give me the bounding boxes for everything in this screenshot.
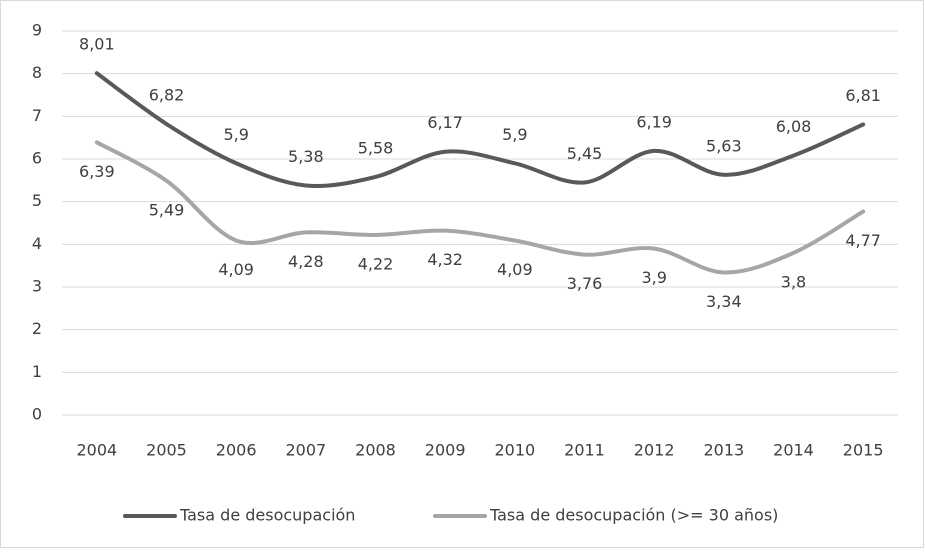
data-label: 3,9 — [641, 268, 666, 287]
y-tick-label: 4 — [32, 234, 42, 253]
data-label: 5,45 — [567, 144, 603, 163]
y-tick-label: 0 — [32, 405, 42, 424]
x-tick-label: 2008 — [355, 441, 396, 460]
data-label: 4,09 — [218, 260, 254, 279]
x-tick-label: 2012 — [634, 441, 675, 460]
y-tick-label: 5 — [32, 191, 42, 210]
data-label: 5,58 — [358, 138, 394, 157]
line — [94, 71, 866, 188]
x-tick-label: 2013 — [703, 441, 744, 460]
data-label: 6,17 — [427, 113, 463, 132]
data-label: 4,28 — [288, 252, 324, 271]
x-tick-label: 2014 — [773, 441, 814, 460]
data-label: 5,9 — [223, 125, 248, 144]
legend-label: Tasa de desocupación — [179, 506, 355, 525]
x-tick-label: 2010 — [494, 441, 535, 460]
data-label: 3,76 — [567, 274, 603, 293]
data-label: 6,81 — [845, 86, 881, 105]
x-tick-label: 2015 — [843, 441, 884, 460]
data-label: 3,8 — [781, 272, 806, 291]
x-tick-label: 2004 — [76, 441, 117, 460]
data-label: 6,08 — [776, 117, 812, 136]
y-tick-label: 8 — [32, 63, 42, 82]
line — [94, 140, 866, 275]
data-label: 5,49 — [149, 200, 185, 219]
data-label: 8,01 — [79, 35, 115, 54]
data-label: 4,09 — [497, 260, 533, 279]
data-label: 6,82 — [149, 86, 185, 105]
x-tick-label: 2006 — [216, 441, 257, 460]
x-tick-label: 2009 — [425, 441, 466, 460]
y-tick-label: 9 — [32, 21, 42, 40]
y-tick-label: 1 — [32, 362, 42, 381]
data-label: 6,19 — [636, 112, 672, 131]
data-label: 5,9 — [502, 125, 527, 144]
x-tick-label: 2005 — [146, 441, 187, 460]
y-tick-label: 6 — [32, 149, 42, 168]
data-label: 4,22 — [358, 254, 394, 273]
y-tick-label: 2 — [32, 319, 42, 338]
y-tick-label: 7 — [32, 106, 42, 125]
x-tick-label: 2011 — [564, 441, 605, 460]
data-label: 4,32 — [427, 250, 463, 269]
y-tick-label: 3 — [32, 277, 42, 296]
data-label: 3,34 — [706, 292, 742, 311]
data-label: 4,77 — [845, 231, 881, 250]
data-label: 5,38 — [288, 147, 324, 166]
data-label: 6,39 — [79, 162, 115, 181]
legend-label: Tasa de desocupación (>= 30 años) — [489, 506, 778, 525]
data-label: 5,63 — [706, 136, 742, 155]
x-tick-label: 2007 — [285, 441, 326, 460]
